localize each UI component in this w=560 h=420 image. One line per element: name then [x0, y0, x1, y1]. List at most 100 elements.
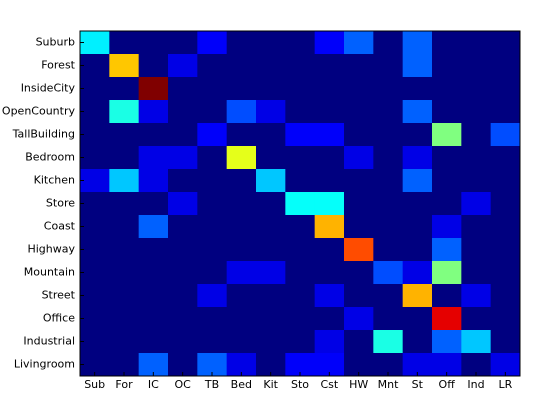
heatmap-cell	[138, 192, 169, 216]
x-tick-label: Sto	[291, 378, 309, 391]
heatmap-cell	[461, 215, 492, 239]
heatmap-cell	[432, 100, 462, 124]
heatmap-cell	[285, 192, 316, 216]
heatmap-cell	[256, 330, 286, 354]
heatmap-cell	[256, 284, 286, 308]
heatmap-cell	[256, 54, 286, 78]
y-tick-label: Kitchen	[34, 174, 75, 187]
heatmap-cell	[402, 146, 433, 170]
heatmap-cell	[80, 123, 110, 147]
x-tick-label: Sub	[84, 378, 105, 391]
heatmap-cell	[373, 284, 404, 308]
heatmap-cell	[80, 215, 110, 239]
heatmap-cell	[402, 192, 433, 216]
heatmap-cell	[285, 215, 316, 239]
y-tick-label: Forest	[41, 59, 75, 72]
heatmap-cell	[432, 77, 462, 101]
heatmap-cell	[314, 284, 345, 308]
heatmap-cell	[461, 284, 492, 308]
heatmap-cell	[168, 192, 198, 216]
heatmap-cell	[197, 238, 228, 262]
y-tick-label: Mountain	[24, 266, 75, 279]
heatmap-cell	[490, 31, 521, 55]
heatmap-cell	[490, 123, 521, 147]
heatmap-cell	[402, 330, 433, 354]
heatmap-cell	[344, 215, 374, 239]
heatmap-cell	[80, 261, 110, 285]
heatmap-cell	[490, 146, 521, 170]
heatmap-cell	[432, 192, 462, 216]
heatmap-cell	[226, 284, 257, 308]
heatmap-cell	[373, 353, 404, 377]
heatmap-cell	[461, 192, 492, 216]
heatmap-cell	[373, 54, 404, 78]
heatmap-cell	[256, 307, 286, 331]
heatmap-cell	[432, 238, 462, 262]
heatmap-cell	[109, 100, 140, 124]
heatmap-cell	[285, 330, 316, 354]
heatmap-cell	[256, 215, 286, 239]
heatmap-cell	[285, 261, 316, 285]
heatmap-cell	[226, 123, 257, 147]
heatmap-cell	[373, 261, 404, 285]
heatmap-cell	[138, 169, 169, 193]
heatmap-cell	[197, 54, 228, 78]
heatmap-cell	[80, 54, 110, 78]
x-tick-label: Ind	[467, 378, 484, 391]
heatmap-cell	[373, 307, 404, 331]
heatmap-cell	[490, 330, 521, 354]
heatmap-cell	[138, 54, 169, 78]
heatmap-cell	[285, 31, 316, 55]
x-tick-label: Cst	[320, 378, 338, 391]
heatmap-cell	[138, 307, 169, 331]
heatmap-cell	[168, 77, 198, 101]
heatmap-cell	[373, 330, 404, 354]
heatmap-cell	[285, 169, 316, 193]
y-tick-label: TallBuilding	[12, 128, 75, 141]
heatmap-cell	[285, 100, 316, 124]
heatmap-cell	[432, 123, 462, 147]
heatmap-cell	[197, 284, 228, 308]
heatmap-cell	[197, 31, 228, 55]
heatmap-cell	[138, 261, 169, 285]
heatmap-cell	[226, 31, 257, 55]
heatmap-cell	[344, 261, 374, 285]
heatmap-cell	[314, 123, 345, 147]
heatmap-cell	[314, 307, 345, 331]
heatmap-cell	[314, 54, 345, 78]
y-tick-label: Store	[46, 197, 75, 210]
heatmap-cell	[373, 31, 404, 55]
y-tick-label: InsideCity	[21, 82, 76, 95]
heatmap-cell	[402, 77, 433, 101]
heatmap-cell	[168, 169, 198, 193]
heatmap-cell	[432, 215, 462, 239]
heatmap-cell	[168, 146, 198, 170]
heatmap-cell	[461, 54, 492, 78]
heatmap-cell	[461, 238, 492, 262]
heatmap-cell	[109, 330, 140, 354]
heatmap-cell	[138, 284, 169, 308]
heatmap-cell	[314, 31, 345, 55]
heatmap-cell	[432, 146, 462, 170]
heatmap-cell	[226, 169, 257, 193]
heatmap-cell	[314, 353, 345, 377]
heatmap-cell	[373, 215, 404, 239]
heatmap-cell	[226, 77, 257, 101]
heatmap-cell	[168, 261, 198, 285]
heatmap-cell	[373, 77, 404, 101]
heatmap-cell	[432, 261, 462, 285]
heatmap-cell	[373, 238, 404, 262]
x-tick-label: For	[115, 378, 133, 391]
heatmap-cell	[402, 353, 433, 377]
heatmap-cell	[226, 238, 257, 262]
heatmap-cell	[226, 307, 257, 331]
heatmap-cell	[490, 238, 521, 262]
heatmap-cell	[109, 284, 140, 308]
x-tick-label: St	[412, 378, 424, 391]
heatmap-cell	[256, 192, 286, 216]
heatmap-cell	[402, 215, 433, 239]
heatmap-cell	[256, 31, 286, 55]
heatmap-cell	[490, 192, 521, 216]
x-tick-label: Kit	[263, 378, 278, 391]
heatmap-cell	[402, 31, 433, 55]
